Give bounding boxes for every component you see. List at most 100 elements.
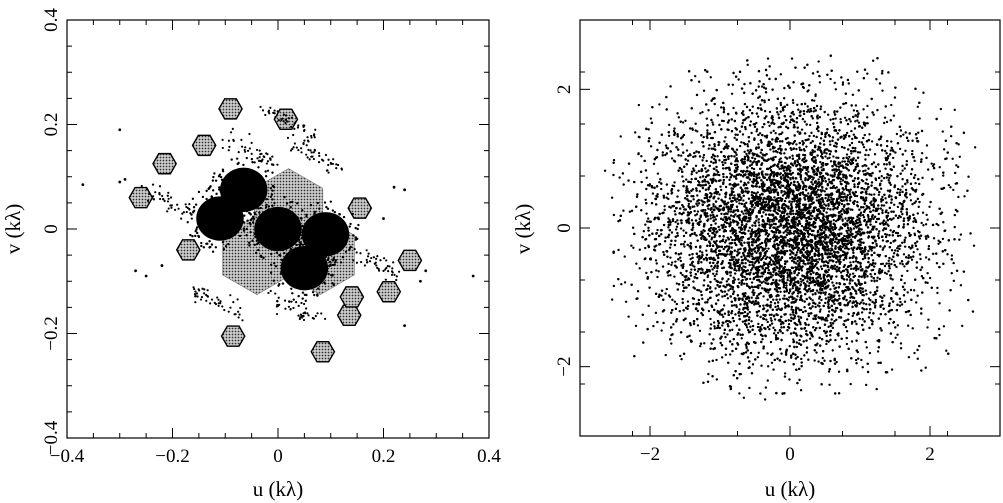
streak-point bbox=[177, 207, 180, 210]
streak-point bbox=[284, 118, 288, 121]
visibility-point bbox=[890, 103, 893, 107]
streak-point bbox=[302, 125, 305, 128]
visibility-point bbox=[913, 173, 917, 177]
visibility-point bbox=[689, 263, 692, 267]
visibility-point bbox=[654, 311, 658, 315]
visibility-point bbox=[867, 153, 870, 157]
visibility-point bbox=[722, 110, 726, 114]
visibility-point bbox=[803, 120, 807, 123]
visibility-point bbox=[854, 104, 858, 107]
streak-point bbox=[320, 312, 323, 315]
streak-point bbox=[377, 269, 381, 272]
visibility-point bbox=[864, 383, 868, 387]
visibility-point bbox=[803, 306, 806, 309]
streak-point bbox=[216, 296, 219, 299]
visibility-point bbox=[909, 172, 913, 176]
cluster-point bbox=[194, 229, 197, 233]
visibility-point bbox=[903, 240, 906, 244]
streak-point bbox=[275, 312, 279, 316]
cluster-point bbox=[273, 261, 276, 265]
streak-point bbox=[167, 191, 170, 194]
streak-point bbox=[393, 273, 396, 276]
visibility-point bbox=[785, 233, 789, 237]
visibility-point bbox=[755, 121, 758, 125]
cluster-point bbox=[298, 238, 301, 241]
streak-point bbox=[282, 120, 285, 123]
cluster-point bbox=[279, 272, 283, 275]
visibility-point bbox=[900, 210, 903, 213]
streak-point bbox=[217, 298, 220, 301]
visibility-point bbox=[721, 167, 725, 170]
streak-point bbox=[238, 313, 241, 316]
visibility-point bbox=[810, 255, 814, 259]
cluster-point bbox=[210, 243, 214, 246]
streak-point bbox=[219, 302, 222, 305]
visibility-point bbox=[645, 176, 648, 179]
streak-point bbox=[264, 113, 267, 117]
visibility-point bbox=[745, 152, 748, 156]
cluster-point bbox=[253, 243, 257, 247]
visibility-point bbox=[740, 196, 743, 200]
streak-point bbox=[229, 306, 232, 309]
visibility-point bbox=[753, 125, 757, 129]
visibility-point bbox=[824, 196, 827, 200]
cluster-point bbox=[246, 198, 249, 202]
visibility-point bbox=[707, 207, 710, 210]
cluster-point bbox=[331, 282, 334, 285]
cluster-point bbox=[257, 248, 260, 252]
visibility-point bbox=[715, 239, 718, 243]
cluster-point bbox=[205, 197, 208, 201]
visibility-point bbox=[696, 210, 700, 213]
visibility-point bbox=[772, 368, 775, 371]
streak-point bbox=[314, 128, 317, 131]
streak-point bbox=[327, 163, 330, 167]
visibility-point bbox=[679, 227, 683, 230]
visibility-point bbox=[713, 325, 716, 328]
visibility-point bbox=[873, 272, 877, 276]
visibility-point bbox=[748, 226, 752, 229]
streak-point bbox=[302, 142, 305, 145]
cluster-point bbox=[249, 230, 252, 234]
visibility-point bbox=[862, 108, 865, 111]
visibility-point bbox=[693, 209, 696, 213]
streak-point bbox=[227, 149, 230, 152]
visibility-point bbox=[896, 333, 899, 336]
cluster-point bbox=[323, 201, 327, 204]
visibility-point bbox=[750, 268, 753, 272]
streak-point bbox=[237, 310, 240, 313]
visibility-point bbox=[805, 145, 808, 148]
visibility-point bbox=[731, 196, 735, 200]
visibility-point bbox=[801, 191, 805, 194]
cluster-point bbox=[242, 229, 246, 232]
visibility-point bbox=[802, 112, 806, 116]
visibility-point bbox=[949, 134, 953, 138]
visibility-point bbox=[806, 229, 810, 232]
visibility-point bbox=[797, 268, 801, 272]
streak-point bbox=[240, 138, 243, 141]
visibility-point bbox=[848, 155, 851, 159]
cluster-point bbox=[301, 291, 305, 294]
streak-point bbox=[297, 148, 300, 152]
streak-point bbox=[166, 210, 169, 213]
streak-point bbox=[176, 203, 179, 206]
dense-cluster bbox=[242, 195, 314, 261]
visibility-point bbox=[903, 238, 906, 242]
visibility-point bbox=[963, 195, 966, 198]
cluster-point bbox=[256, 242, 259, 246]
visibility-point bbox=[796, 180, 799, 184]
streak-point bbox=[295, 301, 298, 304]
visibility-point bbox=[806, 90, 809, 93]
visibility-point bbox=[819, 137, 823, 140]
visibility-point bbox=[807, 108, 810, 112]
visibility-point bbox=[927, 318, 930, 321]
cluster-point bbox=[259, 206, 262, 210]
streak-point bbox=[323, 317, 327, 321]
visibility-point bbox=[765, 178, 769, 182]
visibility-point bbox=[805, 246, 809, 250]
visibility-point bbox=[897, 245, 900, 248]
cluster-point bbox=[324, 250, 327, 254]
streak-point bbox=[244, 150, 247, 153]
visibility-point bbox=[794, 308, 798, 311]
visibility-point bbox=[738, 308, 741, 311]
visibility-point bbox=[768, 313, 772, 317]
